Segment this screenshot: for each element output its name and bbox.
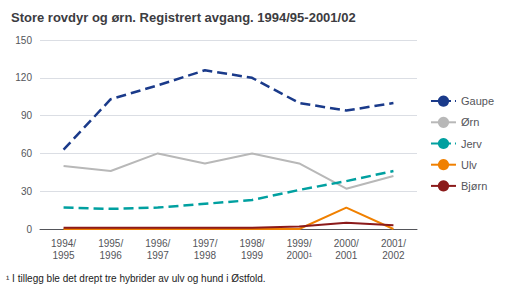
svg-text:Ulv: Ulv: [461, 159, 477, 171]
svg-text:2002: 2002: [382, 250, 405, 261]
svg-text:1997: 1997: [147, 250, 170, 261]
svg-text:1996/: 1996/: [145, 238, 170, 249]
svg-text:30: 30: [21, 186, 33, 197]
svg-text:Ørn: Ørn: [461, 116, 479, 128]
svg-text:Store rovdyr og ørn. Registrer: Store rovdyr og ørn. Registrert avgang. …: [11, 10, 356, 25]
svg-text:120: 120: [15, 72, 32, 83]
svg-text:60: 60: [21, 148, 33, 159]
svg-text:2000¹: 2000¹: [286, 250, 312, 261]
svg-text:Gaupe: Gaupe: [461, 95, 494, 107]
svg-text:0: 0: [26, 224, 32, 235]
svg-text:Jerv: Jerv: [461, 138, 482, 150]
svg-text:1999: 1999: [241, 250, 264, 261]
svg-text:1997/: 1997/: [192, 238, 217, 249]
svg-text:1996: 1996: [100, 250, 123, 261]
svg-text:2001/: 2001/: [381, 238, 406, 249]
svg-text:90: 90: [21, 110, 33, 121]
svg-text:1999/: 1999/: [287, 238, 312, 249]
svg-text:2001: 2001: [335, 250, 358, 261]
svg-text:1994/: 1994/: [51, 238, 76, 249]
svg-text:1998: 1998: [194, 250, 217, 261]
svg-text:¹ I tillegg ble det drept tre: ¹ I tillegg ble det drept tre hybrider a…: [6, 273, 266, 284]
svg-text:2000/: 2000/: [334, 238, 359, 249]
svg-text:1995: 1995: [52, 250, 75, 261]
svg-text:Bjørn: Bjørn: [461, 180, 487, 192]
svg-text:1998/: 1998/: [240, 238, 265, 249]
svg-text:150: 150: [15, 35, 32, 46]
svg-text:1995/: 1995/: [98, 238, 123, 249]
